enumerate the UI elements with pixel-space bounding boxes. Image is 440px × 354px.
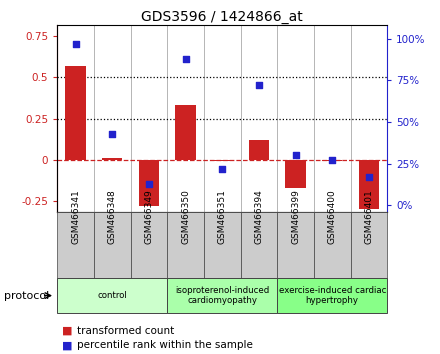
Point <box>219 166 226 171</box>
Bar <box>57 212 94 278</box>
Text: ■: ■ <box>62 340 72 350</box>
Text: GSM466351: GSM466351 <box>218 189 227 244</box>
Text: percentile rank within the sample: percentile rank within the sample <box>77 340 253 350</box>
Bar <box>57 278 167 313</box>
Bar <box>204 212 241 278</box>
Bar <box>277 212 314 278</box>
Point <box>365 174 372 180</box>
Point <box>145 181 152 187</box>
Bar <box>277 278 387 313</box>
Text: GSM466399: GSM466399 <box>291 189 300 244</box>
Point <box>329 158 336 163</box>
Bar <box>359 160 379 209</box>
Title: GDS3596 / 1424866_at: GDS3596 / 1424866_at <box>141 10 303 24</box>
Bar <box>322 160 342 161</box>
Text: isoproterenol-induced
cardiomyopathy: isoproterenol-induced cardiomyopathy <box>175 286 269 305</box>
Text: control: control <box>97 291 127 300</box>
Point <box>292 153 299 158</box>
Point <box>182 56 189 61</box>
Text: GSM466348: GSM466348 <box>108 189 117 244</box>
Text: GSM466401: GSM466401 <box>364 189 374 244</box>
Text: exercise-induced cardiac
hypertrophy: exercise-induced cardiac hypertrophy <box>279 286 386 305</box>
Bar <box>167 212 204 278</box>
Bar <box>102 158 122 160</box>
Text: transformed count: transformed count <box>77 326 174 336</box>
Bar <box>167 278 277 313</box>
Text: GSM466350: GSM466350 <box>181 189 190 244</box>
Bar <box>139 160 159 206</box>
Bar <box>176 105 196 160</box>
Point <box>72 41 79 46</box>
Bar <box>351 212 387 278</box>
Text: ■: ■ <box>62 326 72 336</box>
Point <box>109 131 116 136</box>
Text: GSM466341: GSM466341 <box>71 189 80 244</box>
Text: GSM466349: GSM466349 <box>144 189 154 244</box>
Bar <box>286 160 306 188</box>
Bar <box>241 212 277 278</box>
Bar <box>131 212 167 278</box>
Text: protocol: protocol <box>4 291 50 301</box>
Bar <box>314 212 351 278</box>
Bar <box>249 140 269 160</box>
Bar <box>94 212 131 278</box>
Bar <box>66 66 86 160</box>
Bar <box>212 160 232 161</box>
Point <box>255 82 262 88</box>
Text: GSM466394: GSM466394 <box>254 189 264 244</box>
Text: GSM466400: GSM466400 <box>328 189 337 244</box>
